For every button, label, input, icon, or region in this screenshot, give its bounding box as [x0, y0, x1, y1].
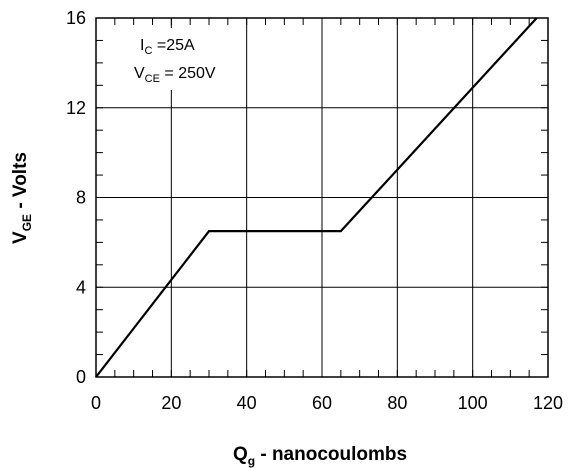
x-tick-label: 80 — [387, 393, 407, 413]
x-tick-label: 20 — [161, 393, 181, 413]
x-tick-labels: 0 20 40 60 80 100 120 — [91, 393, 563, 413]
x-tick-label: 120 — [533, 393, 563, 413]
y-tick-label: 0 — [76, 367, 86, 387]
y-tick-label: 8 — [76, 188, 86, 208]
x-tick-label: 0 — [91, 393, 101, 413]
y-tick-label: 4 — [76, 277, 86, 297]
x-axis-title: Qg - nanocoulombs — [233, 444, 407, 468]
x-tick-label: 100 — [458, 393, 488, 413]
y-tick-label: 12 — [66, 98, 86, 118]
grid-lines — [96, 18, 548, 377]
plot-frame — [95, 17, 549, 378]
series-layer — [95, 17, 538, 378]
annotation-voltage: VCE = 250V — [134, 65, 216, 85]
annotation-background — [127, 28, 229, 90]
y-tick-label: 16 — [66, 8, 86, 28]
x-tick-label: 60 — [312, 393, 332, 413]
annotation-current: IC =25A — [140, 37, 195, 57]
x-tick-label: 40 — [237, 393, 257, 413]
minor-ticks — [95, 17, 549, 378]
gate-charge-curve — [95, 17, 538, 378]
y-axis-title: VGE - Volts — [10, 152, 34, 244]
annotation-box: IC =25A VCE = 250V — [127, 28, 229, 90]
y-tick-labels: 0 4 8 12 16 — [66, 8, 86, 387]
